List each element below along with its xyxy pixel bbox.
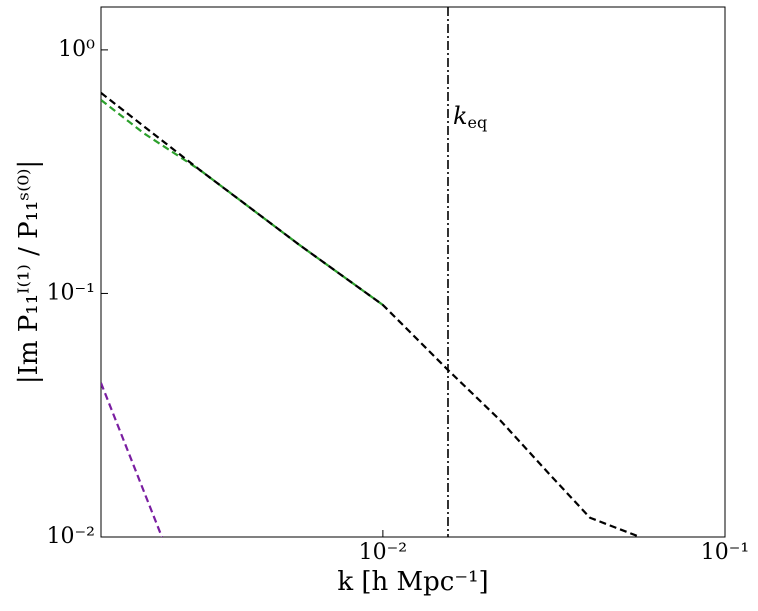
annotation-subscript: eq [468, 113, 488, 132]
y-axis-label: |Im P₁₁ᴵ⁽¹⁾ / P₁₁ˢ⁽⁰⁾| [14, 160, 44, 384]
x-tick-label: 10⁻¹ [701, 540, 749, 565]
y-tick-label: 10⁻¹ [47, 280, 95, 305]
plot-frame [100, 6, 726, 538]
annotation: keq [453, 102, 487, 132]
annotation-text: k [453, 102, 468, 130]
line-series [101, 92, 641, 537]
y-tick-label: 10⁻² [47, 524, 95, 549]
x-axis-label: k [h Mpc⁻¹] [337, 567, 488, 597]
x-tick-label: 10⁻² [359, 540, 407, 565]
plot-area [101, 92, 641, 537]
y-tick-label: 10⁰ [58, 37, 95, 62]
line-series [101, 382, 163, 537]
